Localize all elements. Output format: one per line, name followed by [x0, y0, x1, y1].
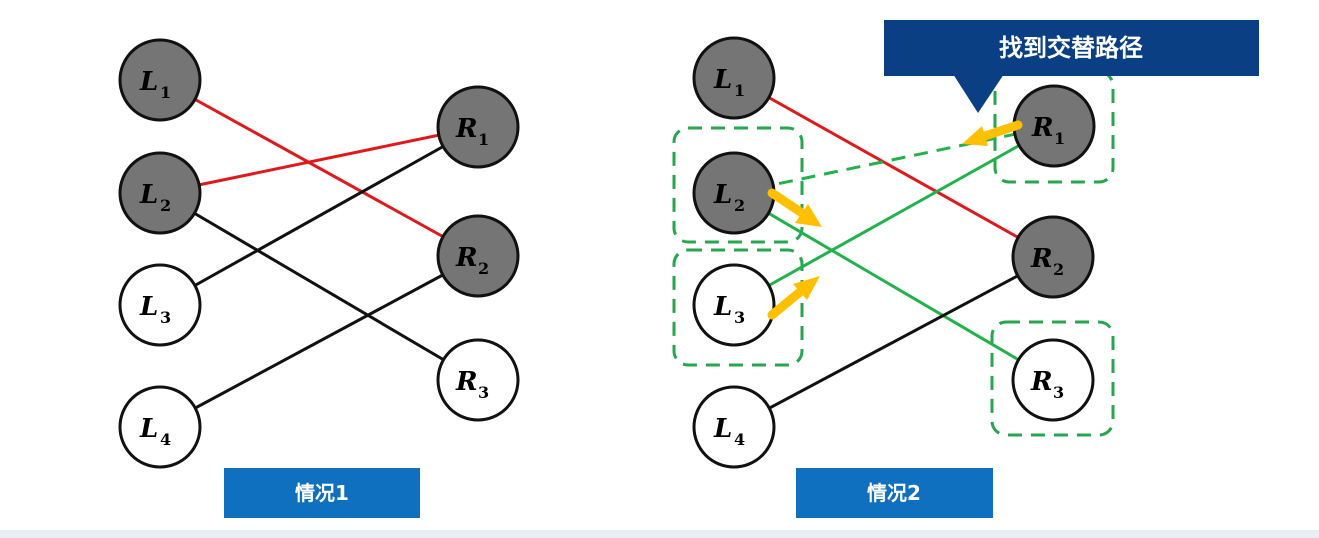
- node-subscript: 4: [734, 430, 745, 449]
- node-subscript: 3: [1053, 383, 1064, 402]
- case2-edge-l2-r3: [733, 191, 1054, 382]
- node-letter: R: [1030, 367, 1053, 397]
- alternating-path-arrows: [767, 120, 1023, 320]
- case2-node-l2: L 2: [692, 151, 776, 235]
- callout-pointer: [953, 74, 1004, 113]
- case1-node-l1: L 1: [118, 38, 202, 122]
- case1-caption-text: 情况1: [295, 481, 349, 505]
- node-subscript: 4: [160, 430, 171, 449]
- callout-text: 找到交替路径: [999, 34, 1143, 62]
- case2-edge-l1-r2: [733, 76, 1054, 259]
- node-letter: L: [139, 414, 158, 444]
- case1-caption: 情况1: [224, 468, 420, 518]
- node-subscript: 1: [734, 81, 745, 100]
- case2-graph: L 1 L 2 L 3 L 4 R 1 R 2: [672, 20, 1259, 518]
- case2-node-r1: R 1: [1012, 84, 1096, 168]
- case2-edge-l2-r1-dashed: [733, 124, 1055, 195]
- case1-node-r1: R 1: [436, 85, 520, 169]
- case2-node-r2: R 2: [1011, 215, 1095, 299]
- node-letter: L: [139, 180, 158, 210]
- node-letter: L: [713, 292, 732, 322]
- case2-node-l4: L 4: [692, 385, 776, 469]
- node-letter: R: [455, 243, 478, 273]
- node-letter: L: [139, 292, 158, 322]
- node-letter: R: [455, 367, 478, 397]
- node-subscript: 3: [734, 308, 745, 327]
- case1-edge-l2-r3: [159, 191, 479, 382]
- highlight-box-l3: [672, 248, 804, 367]
- case1-edge-l1-r2: [159, 78, 479, 258]
- node-letter: L: [713, 65, 732, 95]
- case2-node-l3: L 3: [692, 263, 776, 347]
- node-subscript: 3: [478, 383, 489, 402]
- case1-node-r3: R 3: [436, 338, 520, 422]
- node-subscript: 1: [160, 83, 171, 102]
- node-subscript: 1: [1054, 129, 1065, 148]
- node-subscript: 2: [734, 196, 745, 215]
- case1-graph: L 1 L 2 L 3 L 4 R 1 R 2: [118, 38, 520, 518]
- arrow-l2-to-crossing: [767, 188, 822, 227]
- node-letter: R: [1030, 244, 1053, 274]
- case1-node-l4: L 4: [118, 385, 202, 469]
- node-subscript: 2: [1053, 260, 1064, 279]
- highlight-box-r1: [993, 70, 1115, 184]
- case2-caption: 情况2: [796, 468, 993, 518]
- arrow-l3-to-crossing: [767, 276, 820, 320]
- case1-node-l3: L 3: [118, 263, 202, 347]
- node-letter: R: [455, 114, 478, 144]
- node-letter: L: [713, 180, 732, 210]
- case2-node-l1: L 1: [692, 36, 776, 120]
- node-letter: L: [713, 414, 732, 444]
- node-subscript: 1: [478, 130, 489, 149]
- node-subscript: 3: [160, 308, 171, 327]
- case1-edge-l4-r2: [159, 254, 479, 429]
- case1-edge-l3-r1: [159, 125, 479, 307]
- node-letter: R: [1031, 113, 1054, 143]
- arrow-r1-to-left: [962, 120, 1023, 146]
- case2-caption-text: 情况2: [867, 481, 921, 505]
- highlight-box-r3: [990, 320, 1115, 437]
- node-subscript: 2: [478, 259, 489, 278]
- case1-edge-l2-r1: [159, 125, 479, 195]
- case1-node-l2: L 2: [118, 151, 202, 235]
- callout: 找到交替路径: [884, 20, 1259, 113]
- node-subscript: 2: [160, 196, 171, 215]
- case2-edge-l4-r2: [733, 255, 1054, 429]
- case2-node-r3: R 3: [1011, 338, 1095, 422]
- case1-node-r2: R 2: [436, 214, 520, 298]
- node-letter: L: [139, 67, 158, 97]
- bottom-strip: [0, 530, 1319, 538]
- callout-box: [884, 20, 1259, 76]
- case2-edge-l3-r1: [733, 124, 1055, 307]
- highlight-box-l2: [672, 126, 804, 244]
